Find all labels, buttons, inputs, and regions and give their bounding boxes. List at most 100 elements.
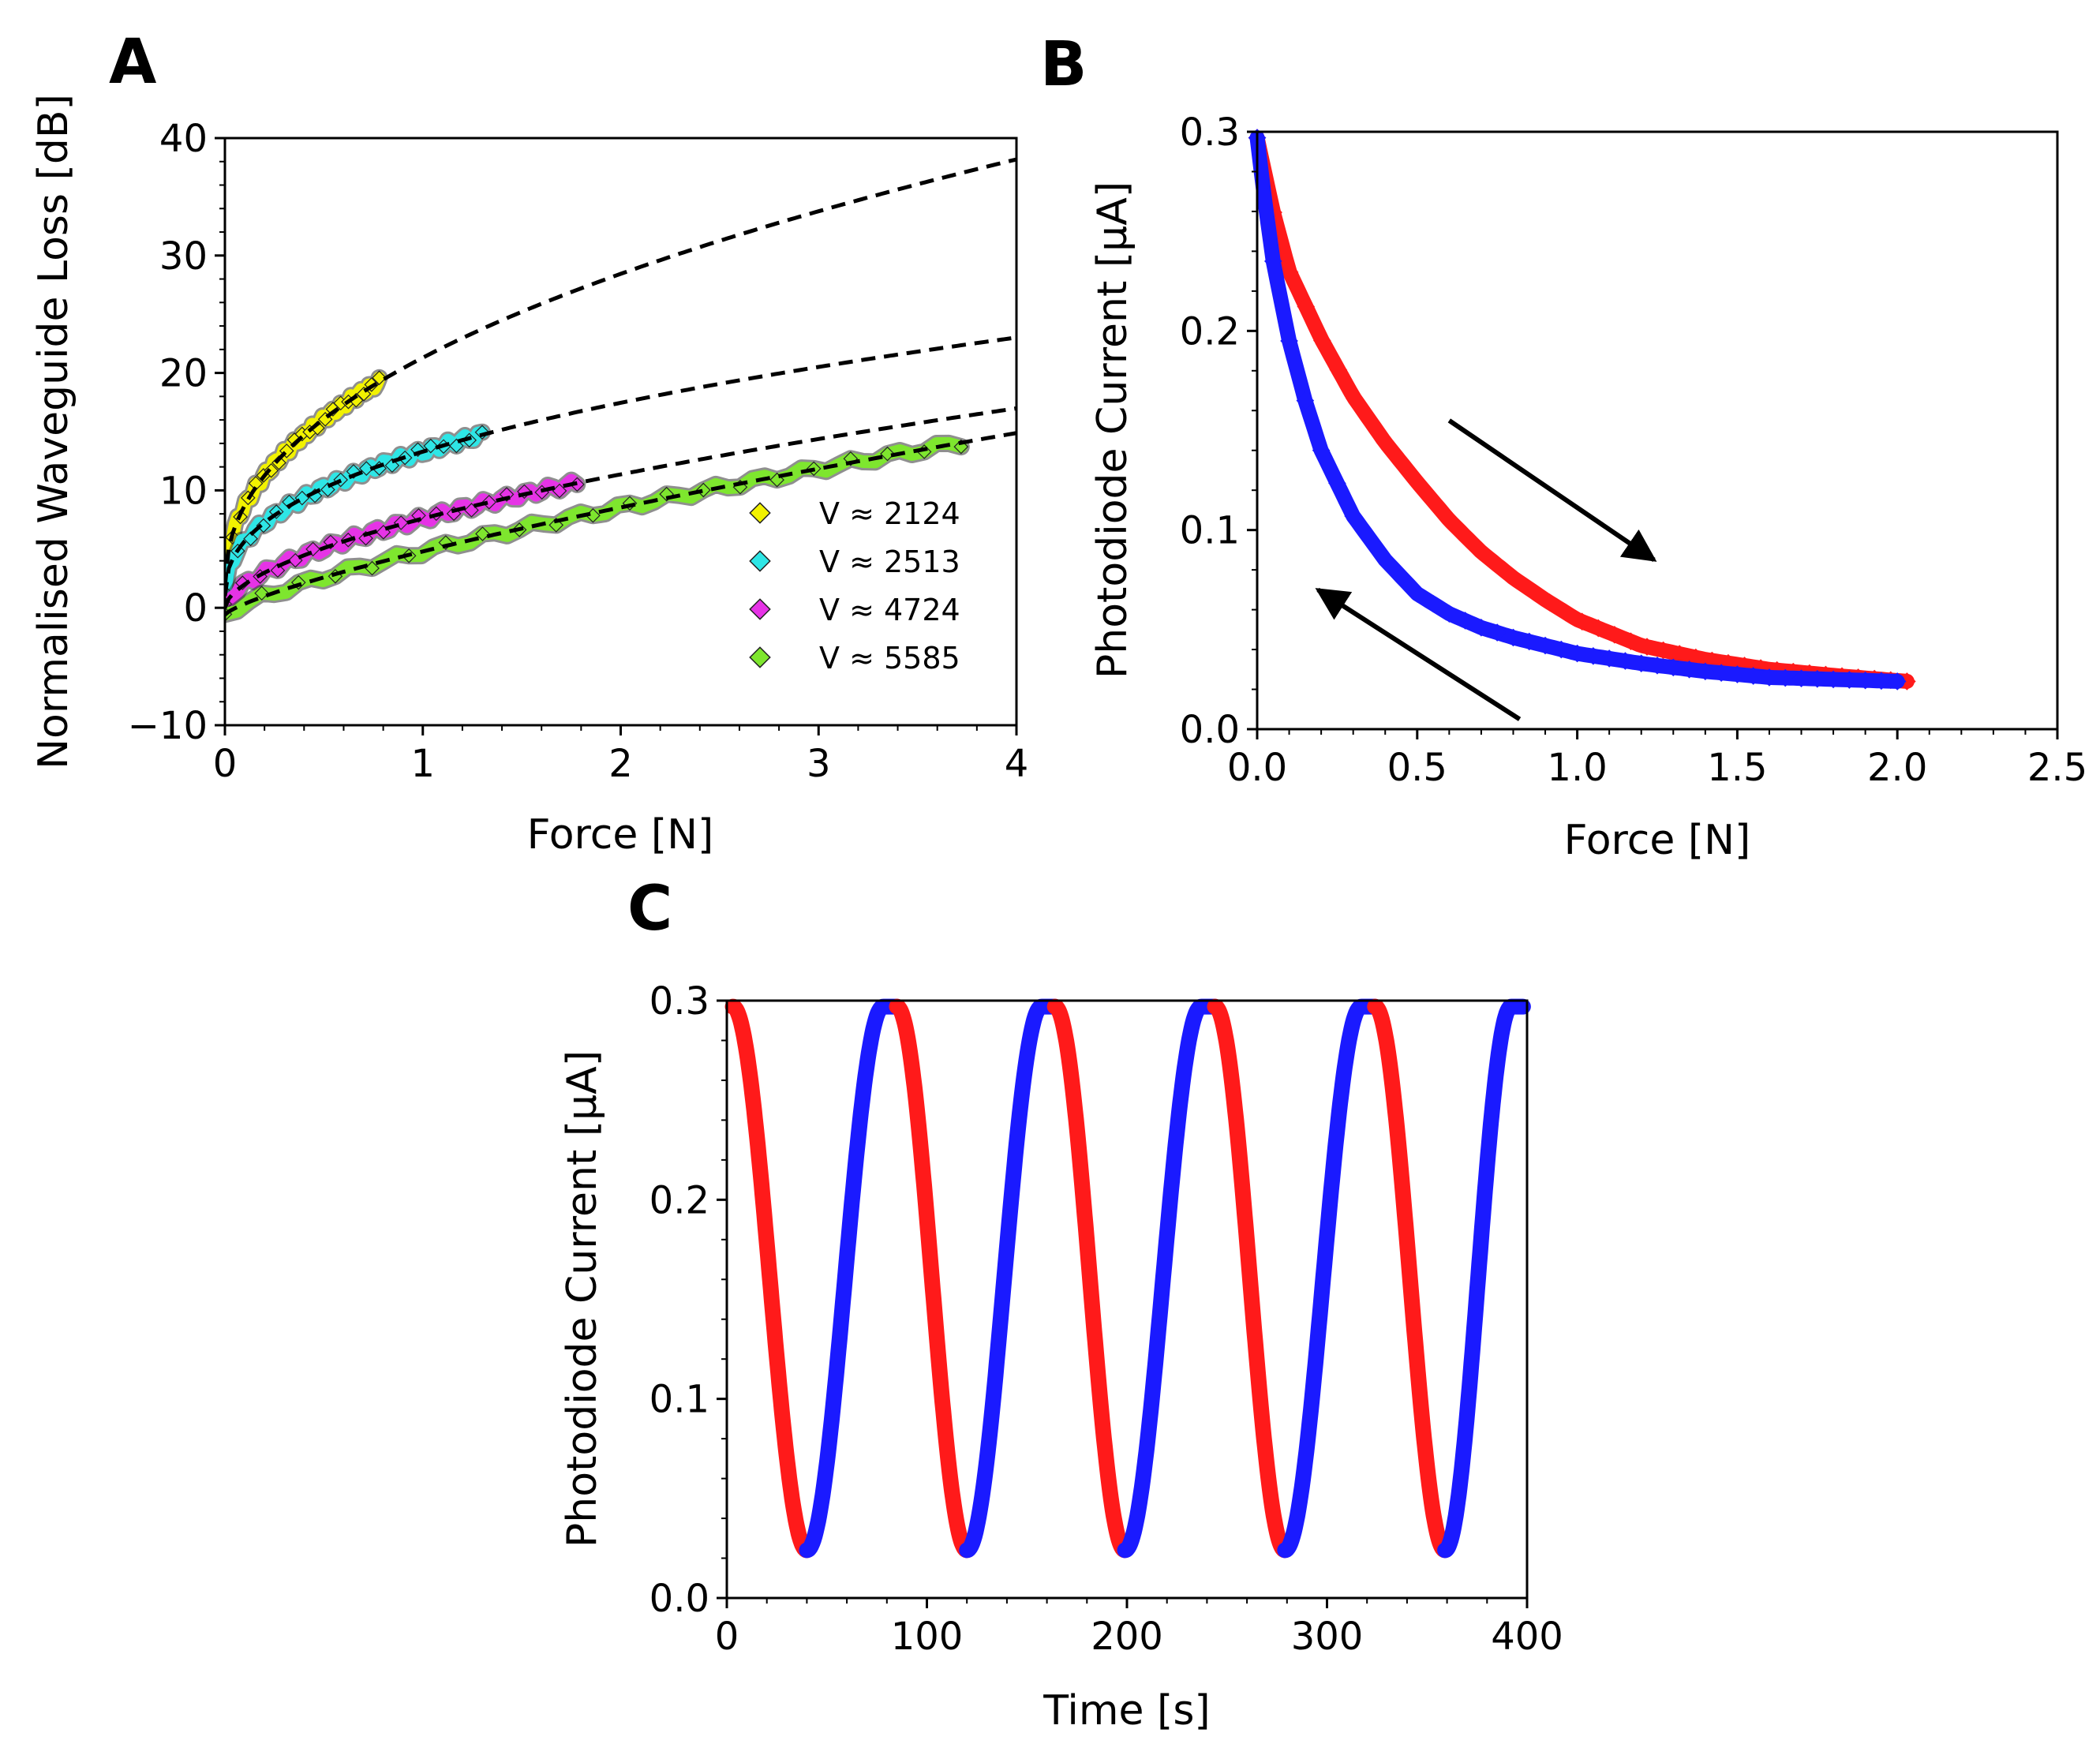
panel-a-xtick-label: 2 bbox=[608, 742, 633, 786]
series-cyan-marker bbox=[243, 531, 258, 547]
panel-a-ytick-label: 30 bbox=[159, 234, 208, 279]
series-unloading-marker bbox=[1600, 649, 1619, 668]
series-unloading-marker bbox=[1648, 656, 1667, 675]
series-unloading-marker bbox=[1440, 604, 1458, 623]
series-loading-marker bbox=[1410, 476, 1429, 495]
series-unloading-marker bbox=[1584, 646, 1603, 665]
panel-c-ytick-label: 0.0 bbox=[649, 1577, 709, 1621]
series-green-marker bbox=[254, 586, 269, 601]
panel-b-xtick-label: 0.0 bbox=[1227, 746, 1287, 790]
cycle-5-loading-blue bbox=[1437, 998, 1531, 1559]
series-yellow-marker bbox=[271, 455, 286, 470]
series-loading-marker bbox=[1589, 619, 1608, 638]
series-loading-marker bbox=[1443, 514, 1462, 532]
series-unloading-marker bbox=[1824, 670, 1843, 689]
series-cyan-marker bbox=[256, 518, 271, 533]
series-unloading-marker bbox=[1616, 652, 1634, 670]
panel-b-xtick-label: 0.5 bbox=[1387, 746, 1447, 790]
panel-b-data bbox=[1248, 129, 1916, 690]
panel-a-data bbox=[225, 157, 1016, 623]
series-loading-marker bbox=[1427, 495, 1445, 514]
series-unloading-marker bbox=[1760, 668, 1779, 687]
series-unloading-marker bbox=[1280, 331, 1298, 350]
panel-c-xtick-label: 400 bbox=[1491, 1615, 1563, 1659]
series-unloading-marker bbox=[1376, 551, 1394, 569]
panel-a-frame bbox=[223, 137, 1018, 727]
panel-c-ytick-label: 0.1 bbox=[649, 1378, 709, 1422]
panel-a-ytick-label: 10 bbox=[159, 469, 208, 513]
cycle-4-unloading-red bbox=[1207, 998, 1293, 1559]
panel-c-ytick-label: 0.3 bbox=[649, 979, 709, 1024]
series-unloading-marker bbox=[1552, 640, 1570, 659]
series-green-marker bbox=[365, 560, 380, 576]
series-unloading-marker bbox=[1312, 441, 1331, 460]
series-loading-marker bbox=[1329, 361, 1348, 380]
panel-b-ytick-label: 0.2 bbox=[1180, 309, 1240, 354]
series-unloading-marker bbox=[1872, 672, 1891, 690]
panel-c-xtick-label: 100 bbox=[891, 1615, 964, 1659]
panel-a-xtick-label: 0 bbox=[213, 742, 238, 786]
panel-b-ytick-label: 0.1 bbox=[1180, 509, 1240, 553]
panel-c-data bbox=[724, 998, 1531, 1559]
panel-b-ylabel: Photodiode Current [μA] bbox=[1089, 182, 1136, 679]
legend-marker-cyan bbox=[749, 550, 771, 572]
series-magenta-marker bbox=[481, 494, 497, 510]
series-magenta-marker bbox=[270, 563, 286, 578]
series-unloading-marker bbox=[1488, 623, 1507, 642]
series-loading-band bbox=[1249, 130, 1915, 689]
panel-c-xtick-label: 200 bbox=[1091, 1615, 1163, 1659]
panel-b-xtick-label: 2.5 bbox=[2027, 746, 2087, 790]
legend-label-magenta: V ≈ 4724 bbox=[819, 593, 960, 627]
panel-a-xtick-label: 1 bbox=[410, 742, 435, 786]
cycle-3-unloading-red bbox=[1046, 998, 1133, 1559]
panel-a-ytick-label: −10 bbox=[128, 704, 208, 748]
series-unloading-marker bbox=[1568, 644, 1586, 663]
series-unloading-marker bbox=[1680, 660, 1698, 679]
series-unloading-marker bbox=[1263, 252, 1282, 271]
panel-c-xtick-label: 0 bbox=[715, 1615, 739, 1659]
series-unloading-marker bbox=[1360, 529, 1379, 548]
series-yellow-marker bbox=[248, 476, 264, 491]
panel-c-xlabel: Time [s] bbox=[1043, 1687, 1210, 1735]
panel-a-legend: V ≈ 2124 V ≈ 2513 V ≈ 4724 V ≈ 5585 bbox=[749, 496, 960, 676]
series-unloading-marker bbox=[1696, 662, 1715, 681]
series-unloading-marker bbox=[1744, 667, 1762, 685]
series-unloading-marker bbox=[1296, 391, 1315, 410]
series-unloading-marker bbox=[1728, 665, 1746, 683]
legend-label-yellow: V ≈ 2124 bbox=[819, 496, 960, 531]
direction-arrow-1 bbox=[1447, 418, 1657, 562]
legend-label-cyan: V ≈ 2513 bbox=[819, 545, 960, 579]
cycle-2-unloading-red bbox=[889, 998, 975, 1559]
cycle-4-loading-blue bbox=[1277, 998, 1383, 1559]
cycle-5-unloading-red bbox=[1367, 998, 1454, 1559]
fit-line-yellow bbox=[225, 157, 1016, 587]
series-unloading-marker bbox=[1840, 671, 1859, 689]
series-unloading-marker bbox=[1408, 585, 1427, 603]
series-unloading-marker bbox=[1520, 632, 1539, 651]
fit-line-cyan bbox=[225, 335, 1016, 597]
series-loading-marker bbox=[1654, 641, 1672, 660]
series-unloading-marker bbox=[1776, 668, 1795, 687]
panel-a-xtick-label: 4 bbox=[1005, 742, 1029, 786]
panel-b-xtick-label: 2.0 bbox=[1867, 746, 1927, 790]
series-loading-marker bbox=[1459, 530, 1477, 548]
panel-a-ytick-label: 40 bbox=[159, 117, 208, 161]
panel-c-ylabel: Photodiode Current [μA] bbox=[559, 1050, 606, 1548]
series-loading-marker bbox=[1622, 632, 1640, 650]
series-loading-marker bbox=[1492, 559, 1510, 577]
series-unloading-marker bbox=[1792, 669, 1810, 687]
panel-b-ytick-label: 0.0 bbox=[1180, 708, 1240, 752]
series-loading-marker bbox=[1313, 331, 1331, 350]
panel-c: C 0 100 200 300 400 0.0 0.1 0.2 0.3 Time [s] Pho… bbox=[559, 874, 1563, 1735]
series-loading-marker bbox=[1280, 263, 1299, 282]
panel-a-ytick-label: 0 bbox=[183, 586, 208, 631]
series-loading-marker bbox=[1361, 413, 1380, 431]
panel-label-c: C bbox=[627, 874, 672, 945]
series-cyan-marker bbox=[423, 438, 439, 454]
panel-c-xtick-label: 300 bbox=[1291, 1615, 1364, 1659]
panel-b-frame bbox=[1256, 130, 2059, 731]
series-loading-marker bbox=[1573, 612, 1591, 631]
series-unloading-marker bbox=[1856, 671, 1874, 690]
